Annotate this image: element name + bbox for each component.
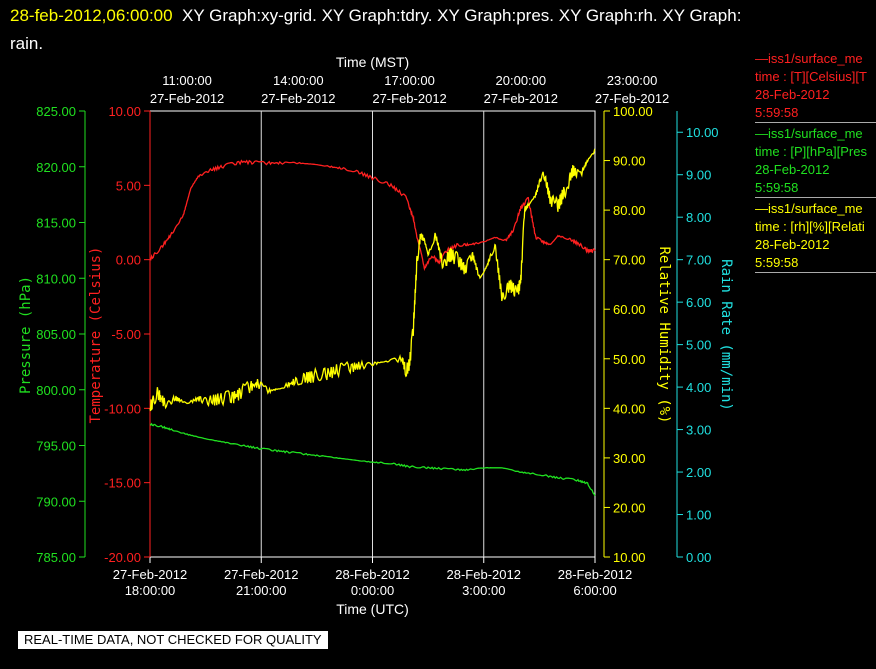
legend-entry-humidity: —iss1/surface_me time : [rh][%][Relati 2…: [755, 200, 876, 273]
rain-tick-label: 2.00: [686, 465, 711, 480]
temperature-tick-label: -20.00: [104, 550, 141, 565]
humidity-axis-title: Relative Humidity (%): [656, 246, 672, 423]
top-axis-title: Time (MST): [336, 54, 409, 70]
rain-tick-label: 0.00: [686, 550, 711, 565]
pressure-tick-label: 825.00: [36, 104, 76, 119]
humidity-tick-label: 80.00: [613, 203, 646, 218]
temperature-series-line: [149, 159, 596, 272]
legend-series-name: —iss1/surface_me: [755, 201, 863, 216]
legend-series-time: 5:59:58: [755, 105, 799, 120]
temperature-axis-title: Temperature (Celsius): [88, 246, 104, 423]
top-tick-label: 27-Feb-2012: [261, 91, 335, 106]
humidity-tick-label: 60.00: [613, 302, 646, 317]
bottom-tick-label: 28-Feb-2012: [447, 567, 521, 582]
temperature-tick-label: -15.00: [104, 476, 141, 491]
legend-series-name: —iss1/surface_me: [755, 51, 863, 66]
top-tick-label: 27-Feb-2012: [595, 91, 669, 106]
pressure-tick-label: 815.00: [36, 216, 76, 231]
pressure-tick-label: 805.00: [36, 327, 76, 342]
bottom-tick-label: 0:00:00: [351, 583, 394, 598]
legend-series-date: 28-Feb-2012: [755, 162, 830, 177]
humidity-tick-label: 30.00: [613, 451, 646, 466]
bottom-tick-label: 18:00:00: [125, 583, 176, 598]
pressure-tick-label: 795.00: [36, 439, 76, 454]
legend-series-desc: time : [rh][%][Relati: [755, 219, 865, 234]
page-title: 28-feb-2012,06:00:00 XY Graph:xy-grid. X…: [10, 2, 860, 58]
bottom-tick-label: 27-Feb-2012: [224, 567, 298, 582]
legend-entry-temperature: —iss1/surface_me time : [T][Celsius][T 2…: [755, 50, 876, 123]
top-tick-label: 23:00:00: [607, 73, 658, 88]
humidity-tick-label: 100.00: [613, 104, 653, 119]
legend-series-date: 28-Feb-2012: [755, 87, 830, 102]
pressure-tick-label: 785.00: [36, 550, 76, 565]
pressure-tick-label: 810.00: [36, 271, 76, 286]
temperature-tick-label: 10.00: [108, 104, 141, 119]
rain-tick-label: 5.00: [686, 338, 711, 353]
bottom-tick-label: 3:00:00: [462, 583, 505, 598]
rain-tick-label: 7.00: [686, 253, 711, 268]
temperature-tick-label: 5.00: [116, 178, 141, 193]
humidity-tick-label: 10.00: [613, 550, 646, 565]
graph-list-label: XY Graph:xy-grid. XY Graph:tdry. XY Grap…: [182, 6, 742, 25]
pressure-tick-label: 820.00: [36, 160, 76, 175]
rain-axis-title: Rain Rate (mm/min): [718, 259, 734, 411]
legend-entry-pressure: —iss1/surface_me time : [P][hPa][Pres 28…: [755, 125, 876, 198]
rain-tick-label: 9.00: [686, 168, 711, 183]
legend-series-name: —iss1/surface_me: [755, 126, 863, 141]
temperature-tick-label: -10.00: [104, 401, 141, 416]
humidity-series-line: [149, 148, 596, 412]
temperature-tick-label: -5.00: [111, 327, 141, 342]
bottom-axis-title: Time (UTC): [336, 601, 409, 617]
top-tick-label: 14:00:00: [273, 73, 324, 88]
top-tick-label: 11:00:00: [162, 73, 212, 88]
temperature-tick-label: 0.00: [116, 253, 141, 268]
bottom-tick-label: 6:00:00: [573, 583, 616, 598]
legend-series-desc: time : [T][Celsius][T: [755, 69, 867, 84]
top-tick-label: 27-Feb-2012: [484, 91, 558, 106]
pressure-series-line: [149, 422, 596, 497]
pressure-tick-label: 800.00: [36, 383, 76, 398]
rain-tick-label: 10.00: [686, 125, 719, 140]
rain-tick-label: 6.00: [686, 295, 711, 310]
top-tick-label: 27-Feb-2012: [150, 91, 224, 106]
pressure-tick-label: 790.00: [36, 494, 76, 509]
bottom-tick-label: 28-Feb-2012: [335, 567, 409, 582]
humidity-tick-label: 20.00: [613, 500, 646, 515]
rain-tick-label: 3.00: [686, 423, 711, 438]
legend-series-date: 28-Feb-2012: [755, 237, 830, 252]
bottom-tick-label: 27-Feb-2012: [113, 567, 187, 582]
rain-tick-label: 1.00: [686, 508, 711, 523]
pressure-axis-title: Pressure (hPa): [18, 276, 34, 394]
graph-list-label-continued: rain.: [10, 34, 44, 53]
top-tick-label: 20:00:00: [496, 73, 547, 88]
humidity-tick-label: 50.00: [613, 352, 646, 367]
humidity-tick-label: 40.00: [613, 401, 646, 416]
timestamp-label: 28-feb-2012,06:00:00: [10, 6, 173, 25]
legend-series-desc: time : [P][hPa][Pres: [755, 144, 867, 159]
legend: —iss1/surface_me time : [T][Celsius][T 2…: [755, 50, 876, 275]
rain-tick-label: 4.00: [686, 380, 711, 395]
top-tick-label: 27-Feb-2012: [372, 91, 446, 106]
humidity-tick-label: 70.00: [613, 253, 646, 268]
bottom-tick-label: 21:00:00: [236, 583, 287, 598]
top-tick-label: 17:00:00: [384, 73, 435, 88]
rain-tick-label: 8.00: [686, 210, 711, 225]
bottom-tick-label: 28-Feb-2012: [558, 567, 632, 582]
humidity-tick-label: 90.00: [613, 154, 646, 169]
legend-series-time: 5:59:58: [755, 180, 799, 195]
quality-disclaimer: REAL-TIME DATA, NOT CHECKED FOR QUALITY: [18, 631, 328, 649]
legend-series-time: 5:59:58: [755, 255, 799, 270]
